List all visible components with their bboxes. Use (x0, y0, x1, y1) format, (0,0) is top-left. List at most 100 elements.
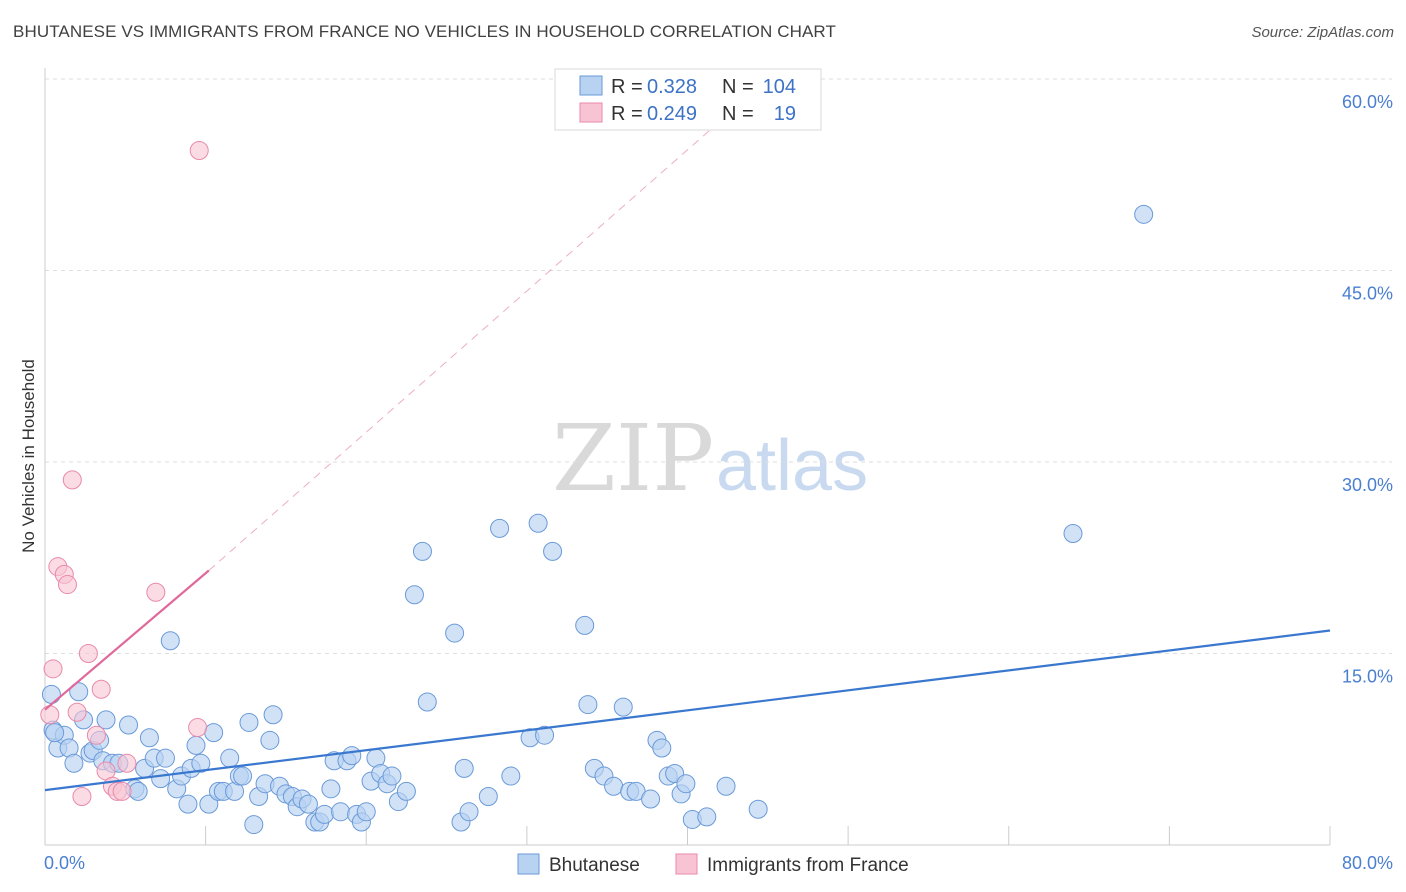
legend-n-label-2: N = (722, 103, 754, 125)
watermark-zip: ZIP (552, 405, 714, 512)
bottom-legend-label-france: Immigrants from France (707, 855, 909, 876)
bhutanese-point (676, 774, 696, 794)
france-point (117, 753, 137, 773)
tick-labels: 15.0% 30.0% 45.0% 60.0% 0.0% 80.0% (44, 92, 1393, 873)
legend-n-label-1: N = (722, 76, 754, 98)
y-axis-label: No Vehicles in Household (19, 359, 38, 553)
trend-lines (44, 569, 1331, 792)
bhutanese-point (604, 776, 624, 796)
bhutanese-point (119, 715, 139, 735)
series-legend: Bhutanese Immigrants from France (517, 853, 909, 876)
legend-r-value-2: 0.249 (647, 103, 697, 125)
bhutanese-point (543, 541, 563, 561)
bhutanese-point (396, 781, 416, 801)
bhutanese-point (263, 705, 283, 725)
france-point (112, 781, 132, 801)
bhutanese-point (298, 794, 318, 814)
bhutanese-point (356, 802, 376, 822)
bhutanese-point (321, 779, 341, 799)
france-trend-line (44, 569, 210, 711)
x-tick-label-min: 0.0% (44, 853, 85, 873)
bhutanese-point (382, 766, 402, 786)
bhutanese-point (641, 789, 661, 809)
bhutanese-points (41, 204, 1154, 835)
bhutanese-point (478, 786, 498, 806)
bhutanese-point (342, 746, 362, 766)
bhutanese-point (151, 769, 171, 789)
legend-r-value-1: 0.328 (647, 76, 697, 98)
y-tick-label: 15.0% (1342, 667, 1393, 687)
bhutanese-point (578, 695, 598, 715)
bhutanese-point (260, 730, 280, 750)
x-tick-label-max: 80.0% (1342, 853, 1393, 873)
legend-n-value-2: 19 (774, 103, 796, 125)
bhutanese-point (233, 766, 253, 786)
bhutanese-point (528, 513, 548, 533)
y-tick-label: 60.0% (1342, 92, 1393, 112)
correlation-legend: R = 0.328 N = 104 R = 0.249 N = 19 (554, 68, 822, 131)
bhutanese-point (64, 753, 84, 773)
bhutanese-point (160, 631, 180, 651)
bhutanese-point (155, 748, 175, 768)
bhutanese-point (41, 684, 61, 704)
bhutanese-point (1063, 523, 1083, 543)
france-point (146, 582, 166, 602)
bhutanese-point (454, 758, 474, 778)
bhutanese-point (490, 518, 510, 538)
bhutanese-point (748, 799, 768, 819)
france-point (67, 702, 87, 722)
source-credit: Source: ZipAtlas.com (1251, 24, 1394, 41)
france-point (57, 575, 77, 595)
bhutanese-point (128, 781, 148, 801)
bhutanese-point (652, 738, 672, 758)
bhutanese-point (69, 682, 89, 702)
y-tick-label: 45.0% (1342, 284, 1393, 304)
bhutanese-point (191, 753, 211, 773)
france-point (78, 644, 98, 663)
bhutanese-point (239, 712, 259, 732)
bhutanese-point (459, 802, 479, 822)
legend-n-value-1: 104 (763, 76, 796, 98)
legend-r-label-1: R = (611, 76, 643, 98)
france-point (91, 679, 111, 699)
bhutanese-trend-line (44, 629, 1331, 792)
bhutanese-point (716, 776, 736, 796)
grid-lines (45, 78, 1392, 654)
bhutanese-point (186, 735, 206, 755)
y-tick-label: 30.0% (1342, 475, 1393, 495)
france-point (40, 705, 60, 725)
chart-title: BHUTANESE VS IMMIGRANTS FROM FRANCE NO V… (13, 22, 836, 41)
bhutanese-point (204, 723, 224, 743)
bhutanese-point (244, 815, 264, 835)
bhutanese-point (575, 615, 595, 635)
bottom-legend-swatch-pink (675, 853, 698, 875)
bhutanese-point (314, 804, 334, 824)
bhutanese-point (96, 710, 116, 730)
bhutanese-point (220, 748, 240, 768)
bhutanese-point (1134, 204, 1154, 224)
bhutanese-point (613, 697, 633, 717)
watermark-atlas: atlas (716, 426, 868, 506)
bhutanese-point (535, 725, 555, 745)
bhutanese-point (412, 541, 432, 561)
france-points (40, 140, 209, 806)
bhutanese-point (45, 723, 65, 743)
france-point (62, 470, 82, 490)
france-point (188, 718, 208, 738)
bhutanese-point (139, 728, 159, 748)
bottom-legend-label-bhutanese: Bhutanese (549, 855, 640, 876)
bottom-legend-swatch-blue (517, 853, 540, 875)
bhutanese-point (501, 766, 521, 786)
france-point (72, 786, 92, 806)
bhutanese-point (404, 585, 424, 605)
bhutanese-point (331, 802, 351, 822)
bhutanese-point (697, 807, 717, 827)
bhutanese-point (199, 794, 219, 814)
france-point (43, 659, 63, 679)
bhutanese-point (178, 794, 198, 814)
legend-r-label-2: R = (611, 103, 643, 125)
bhutanese-point (417, 692, 437, 712)
france-point (86, 725, 106, 745)
legend-swatch-blue (579, 75, 603, 96)
